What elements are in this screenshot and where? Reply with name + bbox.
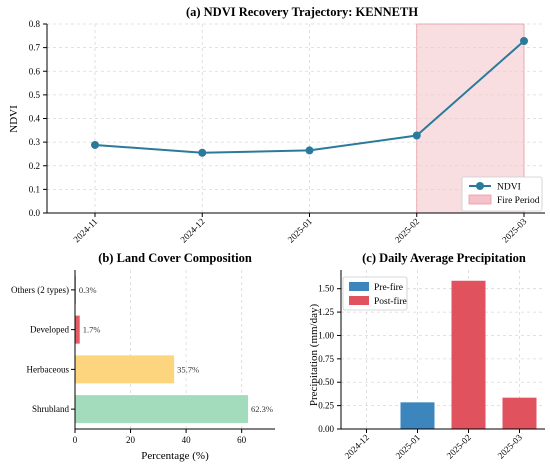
panel-b-x-axis-label: Percentage (%): [141, 450, 209, 462]
panel-a-y-tick-label: 0.4: [29, 114, 41, 124]
panel-a-y-tick-label: 0.2: [29, 161, 40, 171]
panel-c-y-tick-label: 0.50: [318, 377, 334, 387]
panel-c-legend: Pre-fire Post-fire: [342, 276, 408, 311]
precipitation-bar: [400, 402, 435, 429]
panel-b-category-label: Herbaceous: [27, 364, 70, 374]
panel-c-y-tick-label: 1.25: [318, 307, 334, 317]
panel-c-precipitation-chart: (c) Daily Average Precipitation 0.00 0.25…: [308, 251, 545, 461]
panel-c-axes: [340, 270, 545, 430]
panel-c-y-tick-label: 1.00: [318, 330, 334, 340]
panel-b-x-tick-label: 20: [126, 435, 136, 445]
panel-b-land-cover-chart: (b) Land Cover Composition Shrubland Herb…: [11, 251, 275, 462]
land-cover-data-label: 35.7%: [177, 364, 199, 374]
panel-a-x-tick-label: 2025-02: [393, 216, 421, 244]
panel-a-x-tick-label: 2025-03: [500, 216, 529, 245]
panel-a-y-tick-label: 0.0: [29, 208, 41, 218]
panel-c-bars: [400, 280, 537, 429]
panel-b-bars: [75, 275, 249, 424]
panel-a-y-tick-label: 0.1: [29, 184, 40, 194]
legend-post-fire-label: Post-fire: [374, 296, 407, 307]
panel-a-x-tick-label: 2024-11: [71, 216, 99, 244]
panel-b-x-tick-label: 60: [237, 435, 247, 445]
legend-pre-fire-swatch: [349, 282, 369, 291]
panel-a-y-tick-label: 0.5: [29, 90, 41, 100]
legend-fire-period-swatch: [468, 194, 492, 205]
panel-c-x-tick-label: 2024-12: [343, 432, 371, 460]
ndvi-point: [305, 146, 314, 155]
ndvi-point: [412, 131, 421, 140]
legend-post-fire-swatch: [349, 296, 369, 305]
panel-b-category-label: Others (2 types): [11, 285, 69, 295]
land-cover-data-label: 1.7%: [83, 325, 101, 335]
panel-b-x-tick-label: 40: [182, 435, 192, 445]
panel-a-x-ticks: 2024-11 2024-12 2025-01 2025-02 2025-03: [71, 213, 529, 245]
panel-b-data-labels: 62.3% 35.7% 1.7% 0.3%: [79, 285, 273, 414]
panel-a-y-tick-label: 0.6: [29, 66, 41, 76]
panel-c-y-ticks: 0.00 0.25 0.50 0.75 1.00 1.25 1.50: [318, 284, 341, 434]
panel-c-x-tick-label: 2025-02: [445, 432, 473, 460]
land-cover-bar: [75, 355, 175, 384]
ndvi-point: [520, 37, 528, 46]
panel-b-category-label: Shrubland: [32, 404, 69, 414]
panel-c-x-tick-label: 2025-01: [394, 432, 422, 460]
land-cover-bar: [75, 315, 80, 344]
panel-c-gridlines: [341, 270, 545, 429]
panel-b-title: (b) Land Cover Composition: [98, 251, 252, 265]
panel-c-x-tick-label: 2025-03: [496, 432, 525, 461]
precipitation-bar: [451, 280, 486, 429]
panel-c-y-tick-label: 0.75: [318, 354, 334, 364]
panel-c-y-tick-label: 1.50: [318, 284, 334, 294]
panel-a-y-axis-label: NDVI: [8, 105, 20, 133]
panel-c-title: (c) Daily Average Precipitation: [362, 251, 526, 265]
land-cover-bar: [75, 395, 249, 424]
panel-a-y-tick-label: 0.7: [29, 43, 41, 53]
ndvi-point: [91, 140, 99, 149]
land-cover-data-label: 62.3%: [251, 404, 273, 414]
land-cover-data-label: 0.3%: [79, 285, 97, 295]
panel-c-y-tick-label: 0.00: [318, 424, 334, 434]
legend-ndvi-label: NDVI: [497, 183, 521, 193]
panel-a-x-tick-label: 2024-12: [178, 216, 206, 244]
panel-a-x-tick-label: 2025-01: [286, 216, 314, 244]
precipitation-bar: [502, 397, 537, 429]
panel-c-y-axis-label: Precipitation (mm/day): [308, 303, 320, 406]
panel-a-y-ticks: 0.0 0.1 0.2 0.3 0.4 0.5 0.6 0.7 0.8: [29, 19, 47, 218]
panel-b-category-label: Developed: [30, 325, 69, 335]
panel-a-y-tick-label: 0.8: [29, 19, 41, 29]
panel-a-y-tick-label: 0.3: [29, 137, 41, 147]
panel-b-x-tick-label: 0: [73, 435, 78, 445]
ndvi-series-points: [91, 37, 528, 157]
ndvi-point: [198, 148, 207, 157]
panel-c-y-tick-label: 0.25: [318, 401, 334, 411]
legend-ndvi-marker-swatch: [476, 182, 484, 190]
panel-a-ndvi-chart: (a) NDVI Recovery Trajectory: KENNETH 0.…: [8, 5, 545, 245]
legend-fire-period-label: Fire Period: [497, 196, 540, 206]
legend-pre-fire-label: Pre-fire: [374, 282, 403, 293]
panel-b-category-labels: Shrubland Herbaceous Developed Others (2 ty…: [11, 285, 75, 414]
panel-b-x-ticks: 0 20 40 60: [73, 429, 247, 445]
panel-a-legend: NDVI Fire Period: [461, 176, 543, 212]
panel-c-x-ticks: 2024-12 2025-01 2025-02 2025-03: [343, 429, 525, 461]
panel-a-title: (a) NDVI Recovery Trajectory: KENNETH: [186, 5, 418, 19]
